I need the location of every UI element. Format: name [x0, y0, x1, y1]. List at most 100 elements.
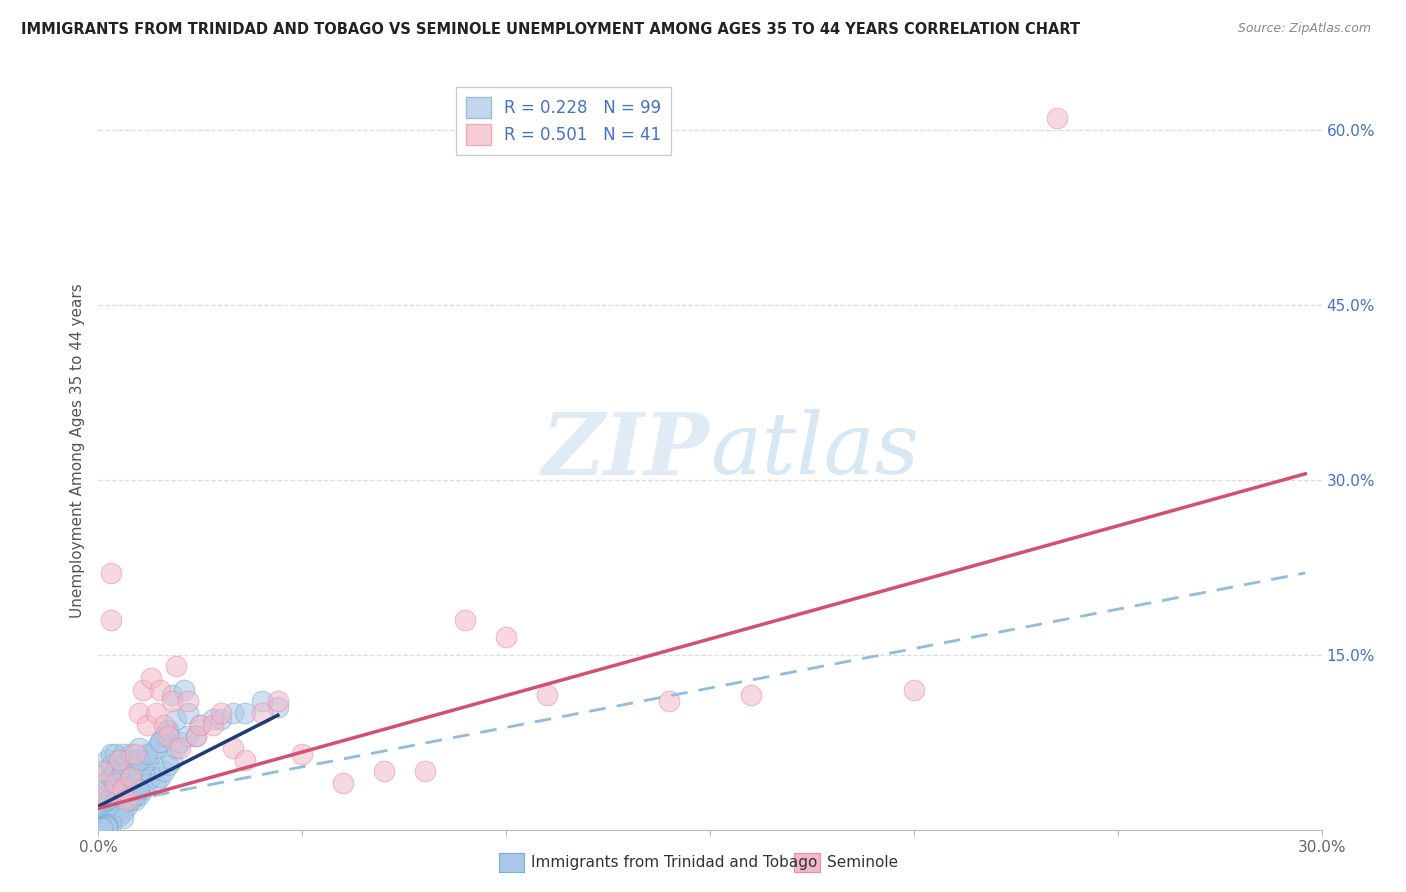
Point [108, 753, 131, 767]
Point [1045, 111, 1069, 125]
Point [156, 758, 179, 772]
Point [115, 793, 138, 807]
Point [96, 764, 118, 779]
Point [201, 712, 224, 726]
Point [740, 689, 762, 703]
Point [136, 747, 159, 761]
Point [141, 770, 163, 784]
Point [373, 764, 395, 779]
Point [120, 788, 142, 802]
Point [100, 747, 122, 761]
Point [124, 793, 146, 807]
Point [120, 770, 142, 784]
Point [160, 689, 183, 703]
Point [111, 793, 134, 807]
Point [186, 729, 208, 743]
Point [124, 788, 146, 802]
Point [96, 793, 118, 807]
Point [91, 820, 114, 834]
Point [658, 694, 681, 708]
Point [156, 729, 179, 743]
Point [177, 729, 200, 743]
Point [132, 758, 155, 772]
Point [104, 805, 127, 819]
Point [108, 799, 131, 814]
Point [100, 788, 122, 802]
Point [128, 781, 150, 796]
Point [233, 706, 256, 720]
Point [108, 770, 131, 784]
Point [124, 747, 146, 761]
Point [201, 717, 224, 731]
Point [91, 764, 114, 779]
Point [96, 820, 118, 834]
Point [100, 811, 122, 825]
Point [250, 706, 273, 720]
Point [132, 682, 155, 697]
Point [100, 816, 122, 830]
Point [169, 740, 191, 755]
Point [96, 753, 118, 767]
Point [156, 723, 179, 738]
Point [108, 799, 131, 814]
Point [165, 659, 187, 673]
Point [111, 811, 134, 825]
Point [96, 805, 118, 819]
Point [108, 788, 131, 802]
Point [91, 776, 114, 790]
Legend: R = 0.228   N = 99, R = 0.501   N = 41: R = 0.228 N = 99, R = 0.501 N = 41 [456, 87, 671, 154]
Point [136, 776, 159, 790]
Point [96, 814, 118, 828]
Point [91, 799, 114, 814]
Point [149, 682, 172, 697]
Point [115, 793, 138, 807]
Point [156, 723, 179, 738]
Point [108, 808, 131, 822]
Point [91, 822, 114, 836]
Point [209, 706, 232, 720]
Point [149, 770, 172, 784]
Point [100, 770, 122, 784]
Text: IMMIGRANTS FROM TRINIDAD AND TOBAGO VS SEMINOLE UNEMPLOYMENT AMONG AGES 35 TO 44: IMMIGRANTS FROM TRINIDAD AND TOBAGO VS S… [21, 22, 1080, 37]
Point [145, 706, 167, 720]
Point [145, 740, 167, 755]
Point [188, 717, 212, 731]
Point [96, 819, 118, 833]
Point [91, 816, 114, 830]
Point [100, 566, 122, 580]
Point [152, 764, 174, 779]
Point [160, 694, 183, 708]
Point [91, 820, 114, 834]
Point [128, 788, 150, 802]
Point [128, 753, 150, 767]
Point [100, 758, 122, 772]
Point [115, 753, 138, 767]
Point [332, 776, 354, 790]
Point [149, 735, 172, 749]
Point [115, 776, 138, 790]
Point [115, 799, 138, 814]
Point [291, 747, 314, 761]
Point [111, 781, 134, 796]
Point [160, 753, 183, 767]
Point [536, 689, 558, 703]
Point [91, 819, 114, 833]
Point [136, 753, 159, 767]
Point [413, 764, 436, 779]
Point [188, 717, 212, 731]
Point [111, 781, 134, 796]
Point [128, 764, 150, 779]
Point [141, 747, 163, 761]
Point [96, 816, 118, 830]
Point [111, 805, 134, 819]
Point [104, 747, 127, 761]
Point [104, 811, 127, 825]
Point [222, 740, 245, 755]
Text: Source: ZipAtlas.com: Source: ZipAtlas.com [1237, 22, 1371, 36]
Point [128, 740, 150, 755]
Point [124, 776, 146, 790]
Text: Seminole: Seminole [827, 855, 898, 870]
Point [120, 793, 142, 807]
Point [96, 820, 118, 834]
Point [132, 781, 155, 796]
